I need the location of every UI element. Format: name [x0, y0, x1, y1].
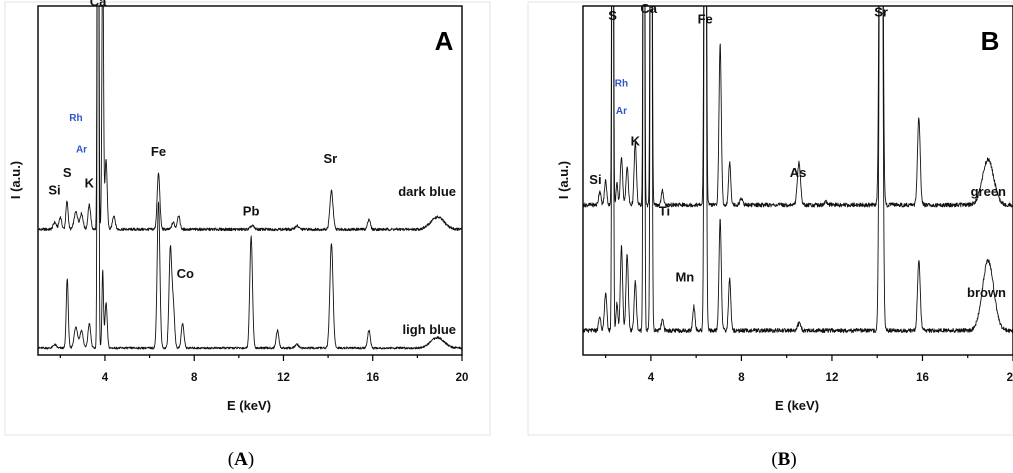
peak-label: Co	[177, 266, 194, 281]
x-axis-title: E (keV)	[775, 398, 819, 413]
panel-frame	[4, 1, 491, 436]
trace-green	[583, 6, 1013, 208]
peak-label: Ca	[640, 1, 657, 16]
panel-letter: A	[435, 26, 454, 56]
series-label: dark blue	[398, 184, 456, 199]
peak-label: Ar	[76, 145, 87, 156]
trace-brown	[583, 6, 1013, 334]
x-tick-label: 4	[648, 372, 655, 384]
peak-label: Mn	[675, 270, 694, 285]
trace-ligh-blue	[38, 6, 462, 350]
peak-label: K	[631, 134, 641, 149]
series-label: ligh blue	[403, 322, 456, 337]
peak-label: Rh	[69, 113, 82, 124]
series-label: green	[971, 184, 1006, 199]
x-tick-label: 12	[826, 372, 839, 384]
x-tick-label: 4	[102, 372, 109, 384]
x-tick-label: 16	[366, 372, 379, 384]
series-label: brown	[967, 285, 1006, 300]
peak-label: Fe	[151, 144, 166, 159]
peak-label: Rh	[615, 78, 628, 89]
plot-area	[37, 5, 463, 356]
peak-label: Si	[48, 182, 60, 197]
x-tick-label: 20	[456, 372, 469, 384]
y-axis-title: I (a.u.)	[556, 161, 571, 199]
peak-label: Fe	[698, 11, 713, 26]
x-tick-label: 8	[191, 372, 198, 384]
trace-dark-blue	[38, 6, 462, 232]
chart-panel-a: 4 8 12 16 20 E (keV) I (a.u.) dark blue ligh blu…	[4, 0, 491, 470]
y-axis-title: I (a.u.)	[8, 161, 23, 199]
x-tick-label: 20	[1007, 372, 1013, 384]
panel-caption: (A)	[228, 449, 254, 470]
plot-area	[582, 5, 1013, 356]
x-tick-label: 8	[738, 372, 745, 384]
peak-label: Sr	[874, 4, 888, 19]
panel-frame	[527, 1, 1013, 436]
peak-label: Ca	[90, 0, 107, 9]
peak-label: Ar	[616, 106, 627, 117]
x-tick-label: 12	[277, 372, 290, 384]
peak-label: As	[790, 165, 807, 180]
peak-label: S	[608, 8, 617, 23]
panel-letter: B	[981, 26, 1000, 56]
peak-label: Pb	[243, 203, 260, 218]
peak-label: K	[85, 175, 95, 190]
panel-caption: (B)	[771, 449, 796, 470]
peak-label: Si	[589, 172, 601, 187]
peak-label: Sr	[323, 151, 337, 166]
peak-label: Ti	[659, 203, 670, 218]
chart-panel-b: 4 8 12 16 20 E (keV) I (a.u.) green brown S Ca Fe Sr…	[527, 1, 1013, 470]
peak-label: S	[63, 165, 72, 180]
x-axis-title: E (keV)	[227, 398, 271, 413]
x-tick-label: 16	[916, 372, 929, 384]
